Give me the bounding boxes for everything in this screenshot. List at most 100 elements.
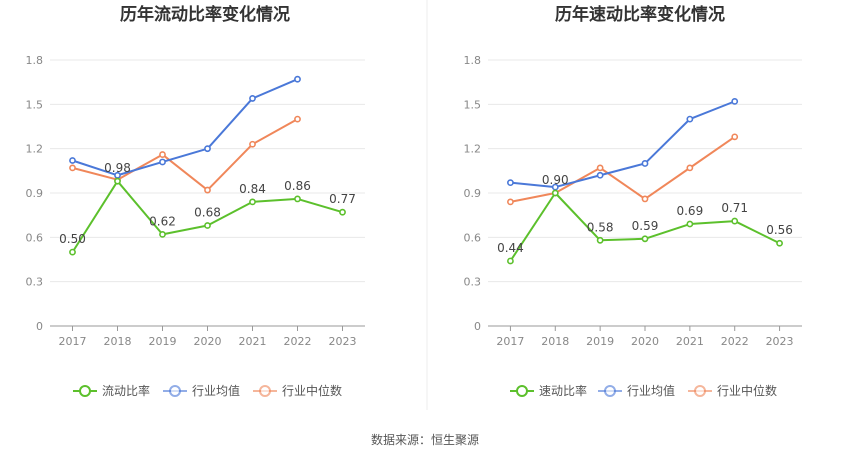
data-point[interactable] xyxy=(507,257,514,265)
data-point[interactable] xyxy=(159,230,166,238)
data-label: 0.50 xyxy=(59,232,86,246)
data-label: 0.84 xyxy=(239,182,266,196)
data-label: 0.86 xyxy=(284,179,311,193)
data-point[interactable] xyxy=(731,97,739,105)
x-tick-label: 2023 xyxy=(329,335,357,348)
y-tick-label: 1.2 xyxy=(464,143,482,156)
data-point[interactable] xyxy=(339,208,346,216)
data-label: 0.44 xyxy=(497,241,524,255)
y-tick-label: 1.2 xyxy=(26,143,44,156)
x-tick-label: 2018 xyxy=(104,335,132,348)
data-point[interactable] xyxy=(294,75,301,83)
y-tick-label: 1.5 xyxy=(464,98,482,111)
x-tick-label: 2019 xyxy=(586,335,614,348)
data-point[interactable] xyxy=(507,179,514,187)
x-tick-label: 2021 xyxy=(239,335,267,348)
data-point[interactable] xyxy=(294,115,301,123)
data-label: 0.68 xyxy=(194,206,221,220)
y-tick-label: 0.9 xyxy=(464,187,482,200)
data-point[interactable] xyxy=(731,217,739,225)
data-point[interactable] xyxy=(596,171,604,179)
y-tick-label: 0.3 xyxy=(464,276,482,289)
x-tick-label: 2022 xyxy=(284,335,312,348)
legend-item[interactable]: 行业中位数 xyxy=(688,383,777,398)
legend-item[interactable]: 行业均值 xyxy=(598,383,675,398)
legend-swatch-marker xyxy=(259,385,271,397)
legend-item[interactable]: 行业中位数 xyxy=(253,383,342,398)
data-point[interactable] xyxy=(114,177,121,185)
data-label: 0.56 xyxy=(766,223,793,237)
data-point[interactable] xyxy=(641,160,649,167)
data-point[interactable] xyxy=(731,133,739,141)
x-tick-label: 2022 xyxy=(721,335,749,348)
quick-ratio-panel: 历年速动比率变化情况 0 0.3 0.6 0.9 1.2 1.5 1.8 2017 2018 20… xyxy=(464,4,802,398)
data-point[interactable] xyxy=(686,115,694,123)
x-tick-label: 2021 xyxy=(676,335,704,348)
data-label: 0.59 xyxy=(632,219,659,233)
series-line xyxy=(510,136,736,203)
data-point[interactable] xyxy=(204,145,211,153)
series-line xyxy=(510,100,736,189)
data-point[interactable] xyxy=(686,220,694,228)
legend-item[interactable]: 行业均值 xyxy=(163,383,240,398)
data-point[interactable] xyxy=(69,164,76,172)
data-point[interactable] xyxy=(551,189,559,197)
legend-label: 行业中位数 xyxy=(717,383,777,398)
data-point[interactable] xyxy=(159,151,166,158)
x-tick-label: 2020 xyxy=(631,335,659,348)
y-tick-label: 0 xyxy=(36,320,43,333)
data-point[interactable] xyxy=(249,198,256,206)
data-point[interactable] xyxy=(641,235,649,243)
data-point[interactable] xyxy=(159,158,166,166)
legend-item[interactable]: 流动比率 xyxy=(73,383,150,398)
data-label: 0.58 xyxy=(587,220,614,234)
data-point[interactable] xyxy=(69,248,76,256)
legend-swatch-marker xyxy=(79,385,91,397)
legend-swatch-marker xyxy=(604,385,616,397)
data-point[interactable] xyxy=(249,95,256,102)
data-point[interactable] xyxy=(596,236,604,244)
legend-swatch-marker xyxy=(169,385,181,397)
x-tick-label: 2017 xyxy=(59,335,87,348)
x-tick-label: 2018 xyxy=(541,335,569,348)
data-point[interactable] xyxy=(641,195,649,203)
data-label: 0.62 xyxy=(149,214,176,228)
data-point[interactable] xyxy=(204,186,211,194)
legend-swatch-marker xyxy=(694,385,706,397)
data-point[interactable] xyxy=(776,239,783,247)
data-point[interactable] xyxy=(686,164,694,172)
x-tick-label: 2020 xyxy=(194,335,222,348)
legend-label: 速动比率 xyxy=(539,383,587,398)
legend-label: 行业均值 xyxy=(192,383,240,398)
data-point[interactable] xyxy=(204,222,211,229)
data-label: 0.71 xyxy=(721,201,748,215)
chart-title: 历年流动比率变化情况 xyxy=(120,4,290,25)
data-label: 0.98 xyxy=(104,161,131,175)
data-point[interactable] xyxy=(596,164,604,172)
data-label: 0.90 xyxy=(542,173,569,187)
data-point[interactable] xyxy=(507,198,514,206)
series-line xyxy=(72,78,298,177)
series-line xyxy=(72,118,298,192)
data-point[interactable] xyxy=(294,195,301,203)
data-label: 0.77 xyxy=(329,192,356,206)
x-tick-label: 2017 xyxy=(496,335,524,348)
legend-item[interactable]: 速动比率 xyxy=(510,383,587,398)
x-tick-label: 2019 xyxy=(149,335,177,348)
data-point[interactable] xyxy=(69,157,76,164)
source-note: 数据来源：恒生聚源 xyxy=(371,432,479,447)
y-tick-label: 0 xyxy=(474,320,481,333)
chart-title: 历年速动比率变化情况 xyxy=(555,4,725,25)
y-tick-label: 0.9 xyxy=(26,187,44,200)
y-tick-label: 1.8 xyxy=(26,54,44,67)
data-label: 0.69 xyxy=(676,204,703,218)
data-point[interactable] xyxy=(249,140,256,148)
legend-swatch-marker xyxy=(516,385,528,397)
legend-label: 流动比率 xyxy=(102,383,150,398)
legend-label: 行业均值 xyxy=(627,383,675,398)
y-tick-label: 0.6 xyxy=(464,231,482,244)
y-tick-label: 0.3 xyxy=(26,276,44,289)
y-tick-label: 1.8 xyxy=(464,54,482,67)
